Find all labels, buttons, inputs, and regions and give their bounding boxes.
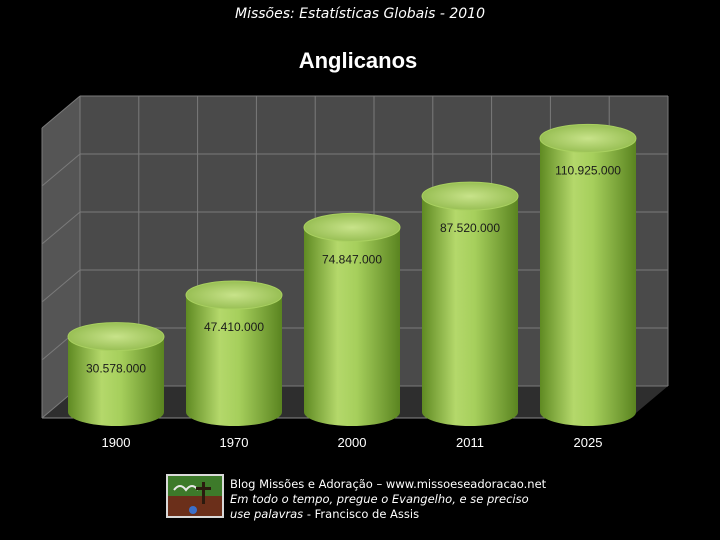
bar-1970 (185, 280, 283, 426)
bar-2025 (539, 123, 637, 426)
bar-top (303, 212, 401, 242)
blog-logo-icon (166, 474, 224, 518)
footer-line-1: Blog Missões e Adoração – www.missoesead… (230, 477, 547, 491)
bar-body (186, 295, 282, 426)
value-label: 30.578.000 (86, 362, 146, 376)
chart-x-ticks: 1900 1970 2000 2011 2025 (102, 435, 603, 450)
value-label: 74.847.000 (322, 252, 382, 266)
value-label: 110.925.000 (555, 163, 621, 177)
value-label: 87.520.000 (440, 221, 500, 235)
gridline-side (41, 269, 81, 303)
footer-text: Blog Missões e Adoração – www.missoesead… (230, 477, 546, 522)
footer-line-3-italic: use palavras (230, 507, 304, 521)
chart-bars (67, 123, 637, 426)
footer: Blog Missões e Adoração – www.missoesead… (166, 474, 586, 521)
gridline-side (41, 211, 81, 245)
bar-body (304, 227, 400, 426)
bar-2011 (421, 181, 519, 426)
footer-line-3-rest: - Francisco de Assis (303, 507, 420, 521)
bar-top (67, 322, 165, 352)
chart-title: Anglicanos (299, 48, 418, 73)
bar-2000 (303, 212, 401, 426)
slide-header: Missões: Estatísticas Globais - 2010 (234, 6, 485, 22)
gridline-side (41, 153, 81, 187)
x-tick-label: 1900 (102, 435, 131, 450)
chart-value-labels: 30.578.000 47.410.000 74.847.000 87.520.000… (86, 163, 621, 375)
gridline-side (41, 95, 81, 129)
x-tick-label: 1970 (220, 435, 249, 450)
bar-chart: Anglicanos 30.578.000 47.410.000 74.847.00… (41, 48, 669, 450)
x-tick-label: 2000 (338, 435, 367, 450)
bar-body (68, 336, 164, 426)
bar-body (540, 138, 636, 426)
value-label: 47.410.000 (204, 320, 264, 334)
bar-top (539, 123, 637, 153)
footer-line-2: Em todo o tempo, pregue o Evangelho, e s… (230, 492, 529, 506)
bar-top (185, 280, 283, 310)
x-tick-label: 2011 (456, 435, 484, 450)
bar-1900 (67, 322, 165, 426)
bar-body (422, 196, 518, 426)
bar-top (421, 181, 519, 211)
x-tick-label: 2025 (574, 435, 603, 450)
